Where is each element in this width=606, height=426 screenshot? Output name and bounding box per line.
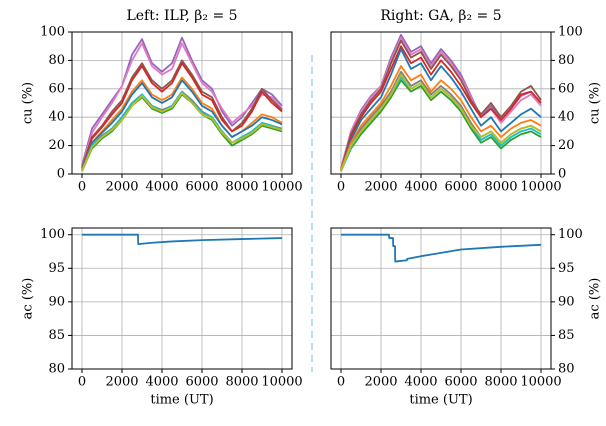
series-line bbox=[340, 73, 542, 172]
y-tick-label: 95 bbox=[558, 261, 575, 276]
series-line bbox=[340, 65, 542, 171]
x-tick-label: 10000 bbox=[520, 375, 561, 390]
x-tick-label: 2000 bbox=[105, 375, 138, 390]
x-tick-label: 4000 bbox=[145, 180, 178, 195]
y-axis-label: ac (%) bbox=[588, 278, 603, 320]
y-tick-label: 95 bbox=[48, 261, 65, 276]
series-line bbox=[340, 45, 542, 171]
x-tick-label: 0 bbox=[78, 180, 86, 195]
series-line bbox=[340, 39, 542, 170]
x-tick-label: 6000 bbox=[444, 180, 477, 195]
y-tick-label: 60 bbox=[558, 81, 575, 96]
series-line bbox=[340, 36, 542, 169]
y-tick-label: 85 bbox=[48, 328, 65, 343]
y-tick-label: 20 bbox=[48, 138, 65, 153]
plot-frame bbox=[330, 227, 552, 370]
x-tick-label: 10000 bbox=[261, 375, 302, 390]
x-tick-label: 8000 bbox=[225, 180, 258, 195]
series-line bbox=[81, 59, 283, 169]
x-tick-label: 6000 bbox=[185, 375, 218, 390]
x-tick-label: 0 bbox=[337, 375, 345, 390]
chart-title: Right: GA, β₂ = 5 bbox=[380, 8, 501, 24]
series-line bbox=[81, 79, 283, 171]
x-tick-label: 4000 bbox=[404, 180, 437, 195]
x-tick-label: 4000 bbox=[145, 375, 178, 390]
x-tick-label: 6000 bbox=[185, 180, 218, 195]
y-tick-label: 100 bbox=[558, 227, 583, 242]
y-tick-label: 80 bbox=[48, 53, 65, 68]
series-line bbox=[341, 233, 542, 263]
series-line bbox=[340, 79, 542, 172]
y-axis-label: ac (%) bbox=[21, 278, 36, 320]
y-tick-label: 90 bbox=[48, 294, 65, 309]
y-tick-label: 100 bbox=[40, 25, 65, 40]
x-tick-label: 2000 bbox=[364, 180, 397, 195]
series-line bbox=[81, 62, 283, 169]
x-tick-label: 0 bbox=[78, 375, 86, 390]
y-axis-label: cu (%) bbox=[21, 82, 36, 124]
series-line bbox=[82, 233, 283, 246]
series-line bbox=[340, 70, 542, 172]
x-axis-label: time (UT) bbox=[150, 393, 213, 408]
y-axis-label: cu (%) bbox=[588, 82, 603, 124]
y-tick-label: 0 bbox=[57, 167, 65, 182]
plot-frame bbox=[71, 31, 293, 175]
y-tick-label: 100 bbox=[558, 25, 583, 40]
y-tick-label: 0 bbox=[558, 167, 566, 182]
series-line bbox=[81, 76, 283, 171]
y-tick-label: 40 bbox=[558, 110, 575, 125]
x-tick-label: 0 bbox=[337, 180, 345, 195]
x-tick-label: 10000 bbox=[520, 180, 561, 195]
y-tick-label: 80 bbox=[558, 362, 575, 377]
x-tick-label: 2000 bbox=[364, 375, 397, 390]
x-tick-label: 8000 bbox=[225, 375, 258, 390]
series-line bbox=[81, 42, 283, 168]
y-tick-label: 90 bbox=[558, 294, 575, 309]
x-tick-label: 6000 bbox=[444, 375, 477, 390]
y-tick-label: 60 bbox=[48, 81, 65, 96]
x-tick-label: 2000 bbox=[105, 180, 138, 195]
y-tick-label: 100 bbox=[40, 227, 65, 242]
x-axis-label: time (UT) bbox=[409, 393, 472, 408]
plot-frame bbox=[330, 31, 552, 175]
x-tick-label: 4000 bbox=[404, 375, 437, 390]
plot-frame bbox=[71, 227, 293, 370]
series-line bbox=[340, 48, 542, 171]
series-line bbox=[81, 90, 283, 172]
x-tick-label: 10000 bbox=[261, 180, 302, 195]
y-tick-label: 85 bbox=[558, 328, 575, 343]
y-tick-label: 80 bbox=[48, 362, 65, 377]
y-tick-label: 40 bbox=[48, 110, 65, 125]
x-tick-label: 8000 bbox=[484, 375, 517, 390]
chart-title: Left: ILP, β₂ = 5 bbox=[126, 8, 237, 24]
series-line bbox=[81, 92, 283, 172]
x-tick-label: 8000 bbox=[484, 180, 517, 195]
y-tick-label: 20 bbox=[558, 138, 575, 153]
y-tick-label: 80 bbox=[558, 53, 575, 68]
